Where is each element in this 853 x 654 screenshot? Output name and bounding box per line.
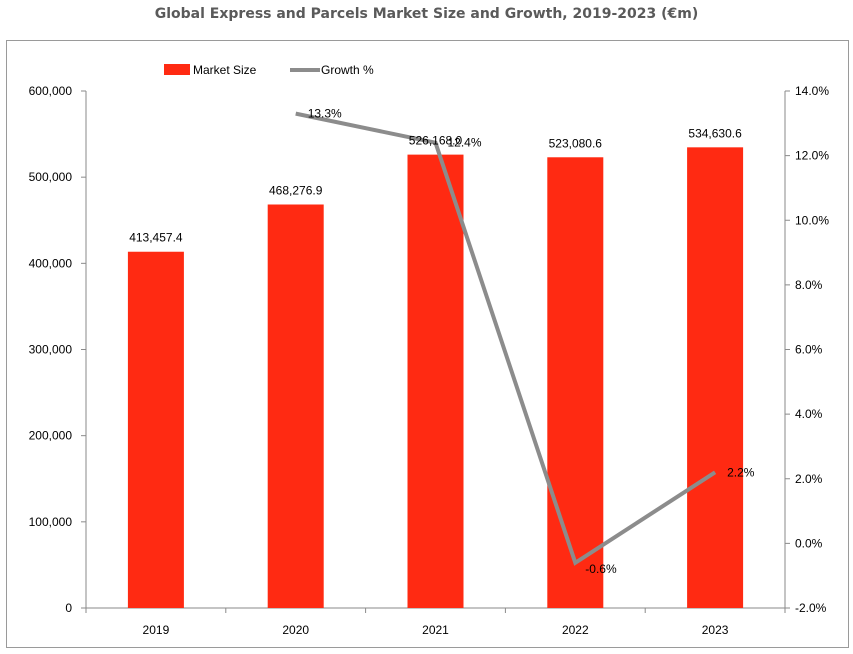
- y-right-tick-label: 4.0%: [795, 407, 823, 421]
- y-left-tick-label: 600,000: [29, 84, 73, 98]
- y-right-tick-label: 12.0%: [795, 149, 829, 163]
- bar: [127, 251, 184, 608]
- x-tick-label: 2021: [422, 623, 449, 637]
- bar: [687, 147, 744, 608]
- y-right-tick-label: 8.0%: [795, 278, 823, 292]
- legend: Market Size Growth %: [164, 63, 374, 77]
- bar-series: [127, 147, 744, 609]
- bar: [547, 157, 604, 609]
- y-right-tick-label: -2.0%: [795, 601, 827, 615]
- bar-value-label: 534,630.6: [688, 126, 742, 140]
- y-left-tick-label: 100,000: [29, 515, 73, 529]
- bar: [407, 154, 464, 608]
- legend-label-market-size: Market Size: [193, 63, 257, 77]
- axes: 0 100,000 200,000 300,000 400,000 500,000 600,…: [29, 84, 830, 637]
- chart-title: Global Express and Parcels Market Size a…: [154, 6, 699, 22]
- bar-value-label: 526,168.0: [409, 134, 463, 148]
- growth-value-label: 12.4%: [448, 136, 482, 150]
- line-series: [295, 111, 717, 566]
- x-tick-label: 2019: [143, 623, 170, 637]
- bar-value-label: 468,276.9: [269, 184, 323, 198]
- y-right-tick-label: 6.0%: [795, 343, 823, 357]
- y-left-tick-label: 0: [65, 601, 72, 615]
- x-tick-label: 2023: [702, 623, 729, 637]
- chart-frame: [6, 40, 849, 648]
- y-right-tick-label: 0.0%: [795, 536, 823, 550]
- bar: [267, 204, 324, 608]
- y-right-tick-label: 10.0%: [795, 213, 829, 227]
- x-tick-label: 2020: [282, 623, 309, 637]
- y-left-tick-label: 400,000: [29, 256, 73, 270]
- growth-line: [295, 111, 717, 566]
- y-right-tick-label: 2.0%: [795, 472, 823, 486]
- growth-value-label: 13.3%: [308, 107, 342, 121]
- y-left-tick-label: 200,000: [29, 429, 73, 443]
- y-left-tick-label: 500,000: [29, 170, 73, 184]
- bar-value-label: 413,457.4: [129, 231, 183, 245]
- growth-value-label: 2.2%: [727, 465, 755, 479]
- growth-value-label: -0.6%: [585, 562, 617, 576]
- y-left-tick-label: 300,000: [29, 343, 73, 357]
- data-labels: 413,457.4 468,276.9 526,168.0 523,080.6 534,…: [129, 107, 755, 576]
- legend-label-growth: Growth %: [321, 63, 374, 77]
- bar-value-label: 523,080.6: [549, 136, 603, 150]
- x-tick-label: 2022: [562, 623, 589, 637]
- legend-swatch-market-size: [164, 64, 190, 75]
- y-right-tick-label: 14.0%: [795, 84, 829, 98]
